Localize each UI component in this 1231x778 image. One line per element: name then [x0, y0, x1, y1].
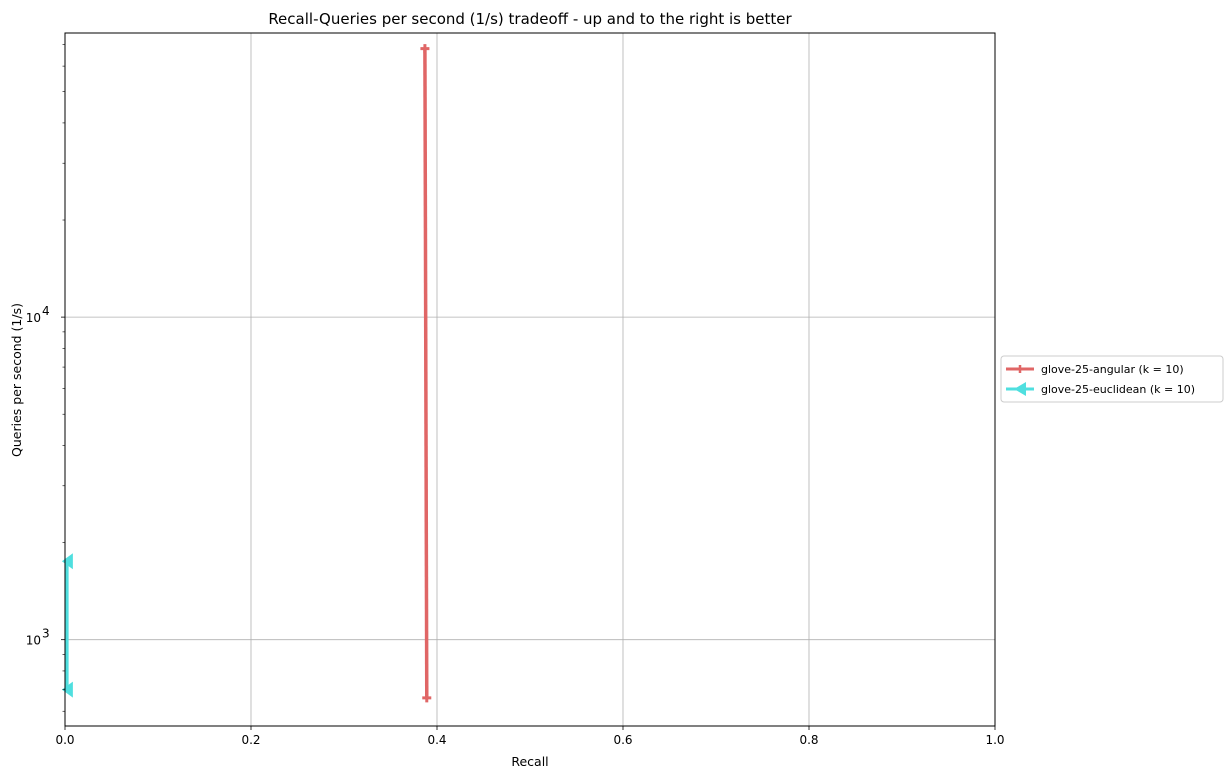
x-tick-label: 0.8	[799, 733, 818, 747]
y-tick-label: 10	[26, 311, 41, 325]
x-tick-label: 0.4	[427, 733, 446, 747]
legend-triangle-marker-icon	[1014, 382, 1026, 396]
x-tick-label: 0.2	[241, 733, 260, 747]
x-tick-label: 0.6	[613, 733, 632, 747]
data-point-marker	[61, 681, 73, 698]
y-axis-title: Queries per second (1/s)	[9, 303, 24, 457]
x-tick-label: 1.0	[985, 733, 1004, 747]
legend-box	[1000, 355, 1224, 403]
y-tick-label: 10	[26, 634, 41, 648]
y-tick-exponent: 4	[42, 304, 50, 318]
chart-title: Recall-Queries per second (1/s) tradeoff…	[268, 10, 792, 28]
x-axis-title: Recall	[511, 754, 548, 769]
data-point-marker	[420, 44, 430, 54]
legend-label-angular: glove-25-angular (k = 10)	[1041, 363, 1184, 376]
series-layer	[61, 44, 432, 703]
series-line-0	[423, 48, 429, 698]
legend: glove-25-angular (k = 10) glove-25-eucli…	[1000, 355, 1224, 403]
legend-label-euclidean: glove-25-euclidean (k = 10)	[1041, 383, 1195, 396]
grid-layer	[64, 33, 996, 726]
plot-frame	[64, 32, 996, 727]
legend-entry-euclidean: glove-25-euclidean (k = 10)	[1006, 382, 1195, 396]
data-point-marker	[422, 693, 432, 703]
legend-plus-marker-icon	[1016, 365, 1024, 373]
legend-entry-angular: glove-25-angular (k = 10)	[1006, 363, 1184, 376]
x-tick-label: 0.0	[55, 733, 74, 747]
y-tick-exponent: 3	[42, 627, 50, 641]
data-point-marker	[61, 553, 73, 570]
